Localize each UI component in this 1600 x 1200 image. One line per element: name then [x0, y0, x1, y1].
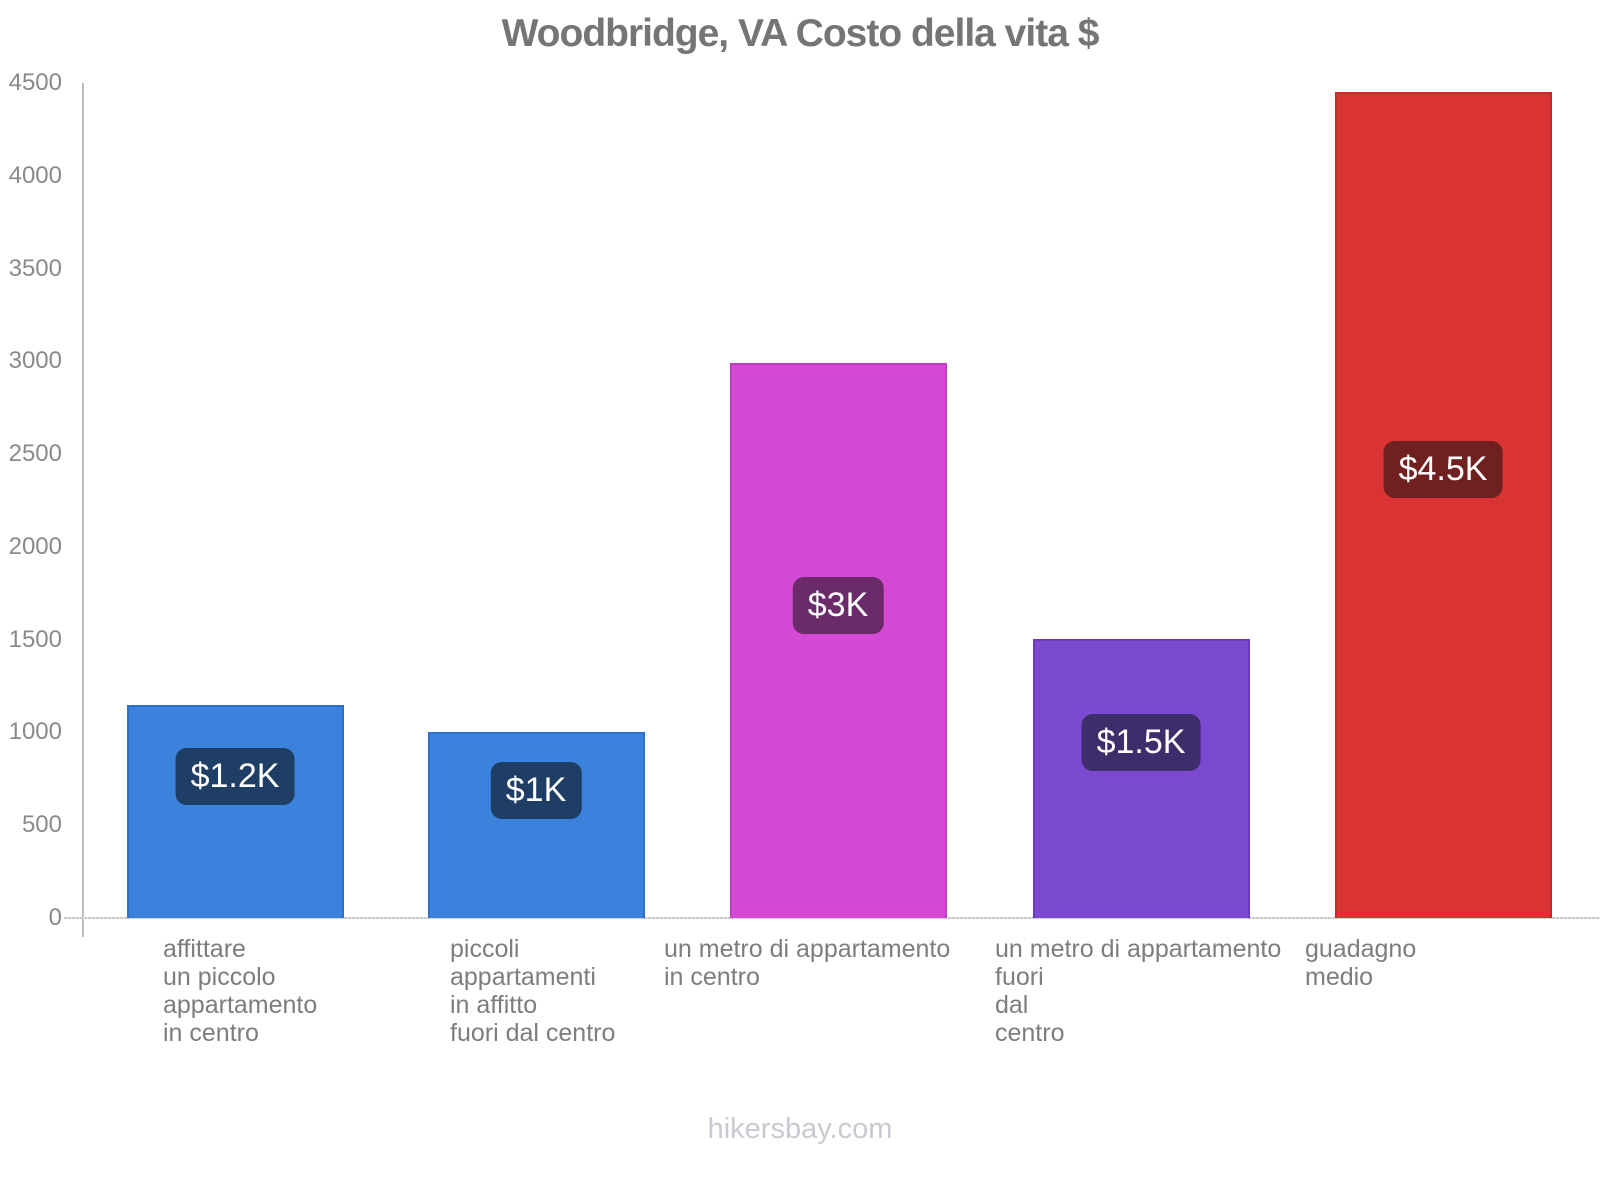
y-tick-label: 1500	[8, 625, 62, 653]
category-label-line: centro	[995, 1019, 1065, 1047]
watermark-text: hikersbay.com	[707, 1113, 893, 1145]
category-label-line: in centro	[664, 963, 760, 991]
y-axis-line	[82, 83, 84, 937]
value-badge: $3K	[792, 577, 884, 634]
value-badge: $1K	[490, 762, 582, 819]
y-tick-label: 0	[48, 904, 62, 931]
value-badge: $1.5K	[1081, 714, 1201, 771]
category-label-line: in affitto	[450, 991, 538, 1019]
category-label: un metro di appartamento fuori dal centro	[995, 935, 1281, 1047]
y-tick-label: 500	[21, 811, 62, 839]
category-label-line: dal	[995, 991, 1029, 1019]
category-label: guadagno medio	[1305, 935, 1416, 991]
category-label-line: fuori	[995, 963, 1044, 991]
category-label-line: appartamenti	[450, 963, 596, 991]
bar-2: $1K	[427, 732, 645, 918]
category-label: affittare un piccolo appartamento in centro	[163, 935, 317, 1047]
category-label-line: fuori dal centro	[450, 1019, 616, 1047]
bar-5: $4.5K	[1334, 92, 1552, 918]
category-label-line: un piccolo	[163, 963, 276, 991]
category-label-line: medio	[1305, 963, 1374, 991]
x-axis-baseline	[64, 917, 1600, 919]
category-label-line: un metro di appartamento	[995, 935, 1282, 963]
y-tick-label: 2500	[8, 440, 62, 468]
bar-4: $1.5K	[1032, 639, 1250, 918]
category-label-line: un metro di appartamento	[664, 935, 951, 963]
category-label-line: affittare	[163, 935, 246, 963]
y-tick-label: 1000	[8, 718, 62, 746]
category-label: piccoli appartamenti in affitto fuori dal c…	[450, 935, 615, 1047]
category-label: un metro di appartamento in centro	[664, 935, 950, 991]
category-label-line: appartamento	[163, 991, 318, 1019]
category-label-line: piccoli	[450, 935, 520, 963]
chart-title: Woodbridge, VA Costo della vita $	[501, 12, 1100, 55]
category-label-line: in centro	[163, 1019, 259, 1047]
y-tick-label: 4000	[8, 161, 62, 189]
bar-3: $3K	[729, 363, 947, 918]
value-badge: $4.5K	[1383, 441, 1503, 498]
y-tick-label: 3000	[8, 347, 62, 375]
value-badge: $1.2K	[175, 748, 295, 805]
y-tick-label: 4500	[8, 69, 62, 96]
category-label-line: guadagno	[1305, 935, 1417, 963]
y-tick-label: 2000	[8, 532, 62, 560]
bar-1: $1.2K	[126, 705, 344, 918]
y-tick-label: 3500	[8, 254, 62, 282]
